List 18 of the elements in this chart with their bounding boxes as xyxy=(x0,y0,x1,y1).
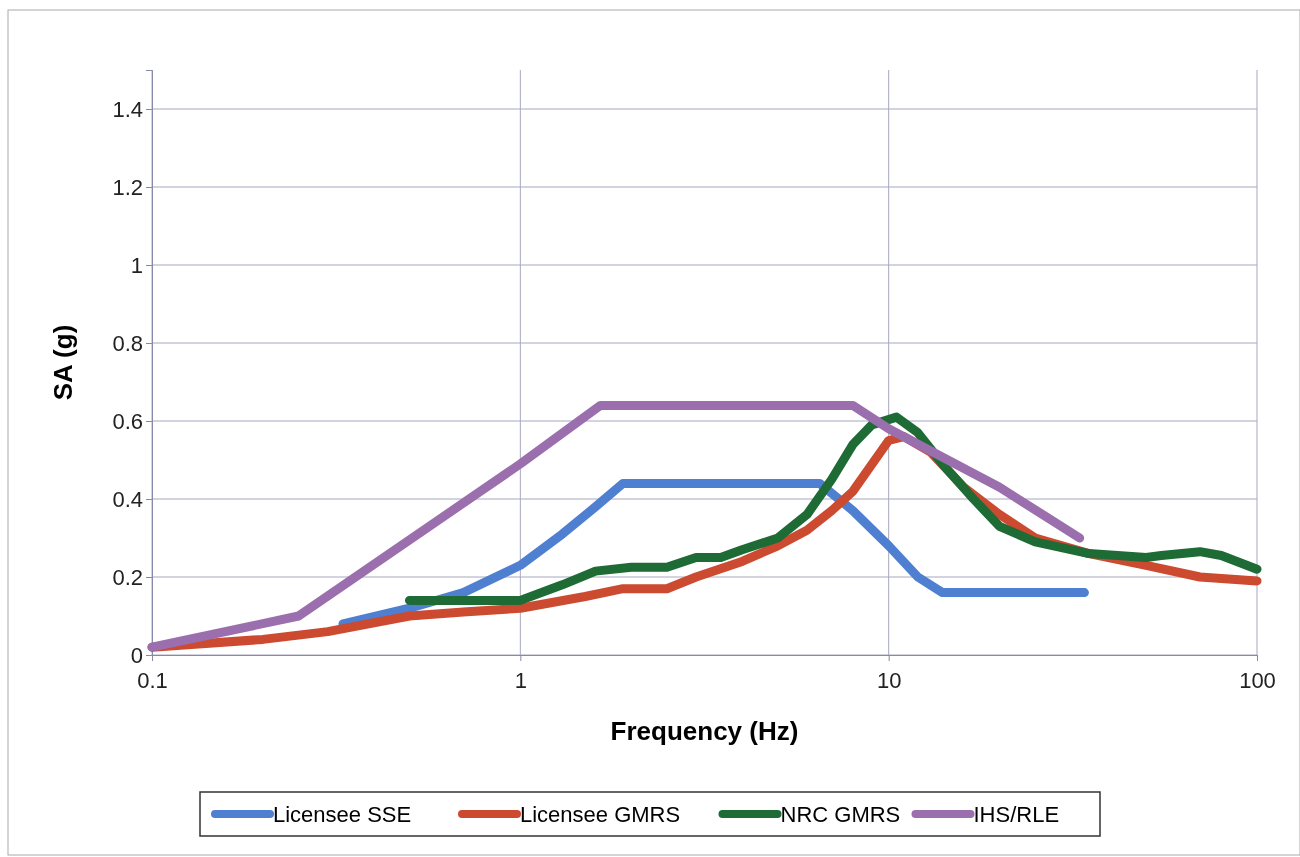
x-tick-label: 100 xyxy=(1239,668,1276,694)
x-axis-title: Frequency (Hz) xyxy=(610,716,799,746)
y-tick-label: 0.6 xyxy=(112,408,143,434)
legend-label: Licensee SSE xyxy=(273,802,412,827)
y-tick-label: 1 xyxy=(130,252,143,278)
legend-label: Licensee GMRS xyxy=(520,802,681,827)
y-tick-label: 1.4 xyxy=(112,96,143,122)
x-tick-label: 10 xyxy=(876,668,902,694)
y-tick-label: 1.2 xyxy=(112,174,143,200)
y-tick-label: 0.4 xyxy=(112,486,143,512)
y-axis-title: SA (g) xyxy=(48,324,78,401)
x-tick-label: 1 xyxy=(514,668,527,694)
legend-label: NRC GMRS xyxy=(780,802,901,827)
y-tick-label: 0.8 xyxy=(112,330,143,356)
legend-label: IHS/RLE xyxy=(973,802,1060,827)
y-tick-label: 0.2 xyxy=(112,564,143,590)
x-tick-label: 0.1 xyxy=(137,668,168,694)
y-tick-label: 0 xyxy=(130,642,143,668)
